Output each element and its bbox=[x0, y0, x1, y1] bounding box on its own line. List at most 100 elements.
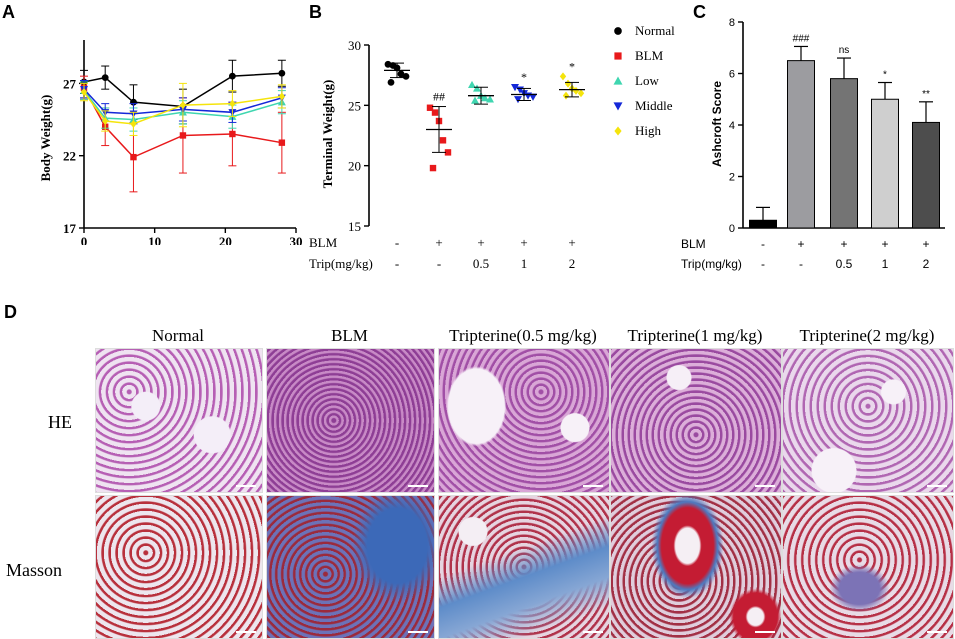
masson-image-trip-1 bbox=[610, 495, 782, 639]
low-point bbox=[486, 95, 494, 103]
body-weight-chart: A Body Weight(g) 17 22 27 0 10 20 30 bbox=[2, 2, 303, 249]
blm-trip-value: - bbox=[799, 257, 803, 271]
legend-marker-normal bbox=[614, 27, 622, 35]
blm-point bbox=[429, 164, 437, 172]
middle-point bbox=[514, 96, 522, 104]
low-point bbox=[471, 96, 479, 104]
blm-point bbox=[444, 149, 452, 156]
normal-trip-value: - bbox=[395, 256, 399, 271]
high-point bbox=[130, 119, 137, 128]
high-point bbox=[562, 91, 570, 100]
column-label-trip-05: Tripterine(0.5 mg/kg) bbox=[449, 326, 597, 345]
middle-blm-value: + bbox=[881, 237, 888, 251]
blm-blm-value: + bbox=[797, 237, 804, 251]
low-trip-value: 0.5 bbox=[473, 256, 489, 271]
ashcroft-score-chart: C Ashcroft Score 0 2 4 6 8 - - ### + - ns +0.5 * +1 **… bbox=[681, 2, 945, 271]
he-image-blm bbox=[266, 348, 435, 493]
legend-marker-blm bbox=[614, 52, 622, 60]
y-tick-label: 2 bbox=[729, 172, 735, 184]
blm-series-line bbox=[83, 87, 282, 159]
x-tick-label: 0 bbox=[81, 234, 88, 245]
blm-point bbox=[229, 130, 236, 138]
y-tick-label: 30 bbox=[348, 38, 361, 53]
blm-point bbox=[426, 104, 434, 111]
row-label-blm: BLM bbox=[309, 235, 338, 250]
normal-point bbox=[387, 79, 395, 86]
legend-marker-middle bbox=[613, 102, 623, 111]
y-tick-label: 15 bbox=[348, 219, 361, 234]
he-image-trip-05 bbox=[438, 348, 610, 493]
middle-significance: * bbox=[521, 70, 527, 84]
terminal-weight-chart: B Terminal Weight(g) 15 20 25 30 - - ## + - +0.5 *… bbox=[309, 2, 675, 271]
y-tick-label: 27 bbox=[63, 76, 77, 91]
high-point bbox=[179, 101, 187, 110]
normal-point bbox=[402, 72, 410, 80]
blm-significance: ## bbox=[433, 90, 445, 104]
panel-label-a: A bbox=[2, 2, 15, 22]
high-point bbox=[278, 92, 286, 101]
high-point bbox=[229, 99, 236, 108]
y-tick-label: 0 bbox=[729, 223, 735, 235]
legend-label-low: Low bbox=[635, 73, 659, 88]
blm-point bbox=[431, 109, 439, 116]
x-tick-label: 30 bbox=[290, 234, 303, 245]
normal-trip-value: - bbox=[761, 257, 765, 271]
legend-label-normal: Normal bbox=[635, 23, 675, 38]
high-point bbox=[564, 79, 572, 88]
panel-c: C Ashcroft Score 0 2 4 6 8 - - ### + - ns +0.5 * +1 **… bbox=[675, 0, 955, 280]
blm-significance: ### bbox=[793, 33, 810, 44]
x-tick-label: 10 bbox=[148, 234, 161, 245]
panel-label-c: C bbox=[693, 2, 706, 22]
low-point bbox=[481, 94, 489, 102]
normal-point bbox=[278, 69, 286, 77]
masson-image-normal bbox=[95, 495, 263, 639]
normal-bar bbox=[749, 219, 777, 229]
blm-trip-value: - bbox=[437, 256, 441, 271]
legend-label-blm: BLM bbox=[635, 48, 664, 63]
middle-point bbox=[529, 93, 537, 101]
blm-blm-value: + bbox=[435, 235, 442, 250]
high-point bbox=[102, 116, 109, 125]
middle-blm-value: + bbox=[520, 235, 527, 250]
panel-d: D bbox=[0, 300, 955, 637]
high-bar bbox=[912, 121, 940, 229]
legend-marker-low bbox=[613, 76, 623, 85]
low-significance: ns bbox=[839, 45, 850, 56]
row-label-trip: Trip(mg/kg) bbox=[681, 257, 742, 271]
column-label-trip-1: Tripterine(1 mg/kg) bbox=[627, 326, 763, 345]
y-tick-label: 6 bbox=[729, 69, 735, 81]
normal-blm-value: - bbox=[761, 237, 765, 251]
column-label-normal: Normal bbox=[152, 326, 204, 345]
high-point bbox=[577, 89, 585, 98]
high-point bbox=[559, 72, 567, 81]
y-tick-label: 4 bbox=[729, 120, 735, 132]
middle-significance: * bbox=[883, 70, 887, 81]
low-blm-value: + bbox=[840, 237, 847, 251]
high-series-line bbox=[83, 91, 282, 125]
low-series-line bbox=[83, 90, 283, 121]
normal-series-line bbox=[83, 72, 282, 108]
normal-point bbox=[229, 72, 236, 80]
blm-bar bbox=[787, 60, 815, 229]
middle-series-line bbox=[83, 88, 283, 115]
low-point bbox=[473, 84, 481, 92]
legend-marker-high bbox=[614, 126, 622, 136]
panel-b: B Terminal Weight(g) 15 20 25 30 - - ## + - +0.5 *… bbox=[305, 0, 685, 280]
high-significance: ** bbox=[922, 89, 930, 100]
column-label-trip-2: Tripterine(2 mg/kg) bbox=[799, 326, 935, 345]
row-label-masson: Masson bbox=[6, 560, 63, 580]
y-axis-label: Ashcroft Score bbox=[710, 81, 724, 167]
y-tick-label: 22 bbox=[63, 149, 76, 164]
legend-label-high: High bbox=[635, 123, 662, 138]
high-point bbox=[572, 86, 580, 95]
y-axis-label: Body Weight(g) bbox=[38, 95, 53, 182]
normal-point bbox=[101, 74, 109, 81]
blm-point bbox=[439, 137, 447, 144]
panel-label-d: D bbox=[4, 302, 17, 322]
x-tick-label: 20 bbox=[219, 234, 232, 245]
masson-image-trip-2 bbox=[782, 495, 954, 639]
masson-image-trip-05 bbox=[438, 495, 610, 639]
high-point bbox=[80, 88, 88, 97]
y-tick-label: 17 bbox=[63, 221, 77, 236]
high-blm-value: + bbox=[922, 237, 929, 251]
